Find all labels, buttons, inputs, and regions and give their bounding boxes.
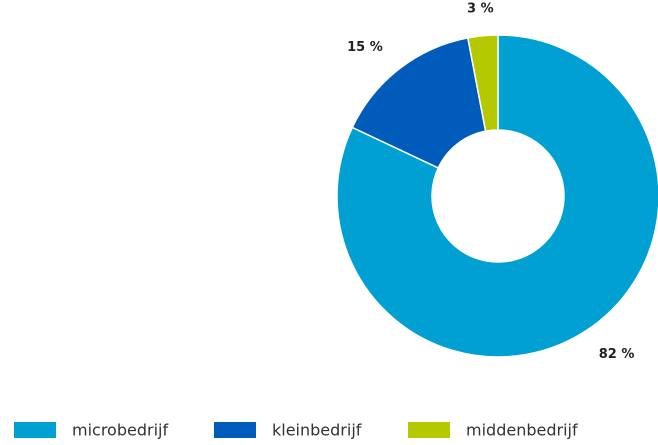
value-label: 82 %: [599, 347, 635, 362]
donut-slice: [466, 34, 499, 133]
legend-label: kleinbedrijf: [272, 421, 362, 440]
legend-swatch: [14, 422, 56, 438]
value-label: 3 %: [467, 1, 494, 16]
legend-label: microbedrijf: [72, 421, 168, 440]
legend-swatch: [214, 422, 256, 438]
legend-label: middenbedrijf: [466, 421, 578, 440]
donut-slice: [336, 34, 658, 358]
donut-slice: [351, 36, 487, 169]
value-label: 15 %: [347, 40, 383, 55]
legend-swatch: [408, 422, 450, 438]
